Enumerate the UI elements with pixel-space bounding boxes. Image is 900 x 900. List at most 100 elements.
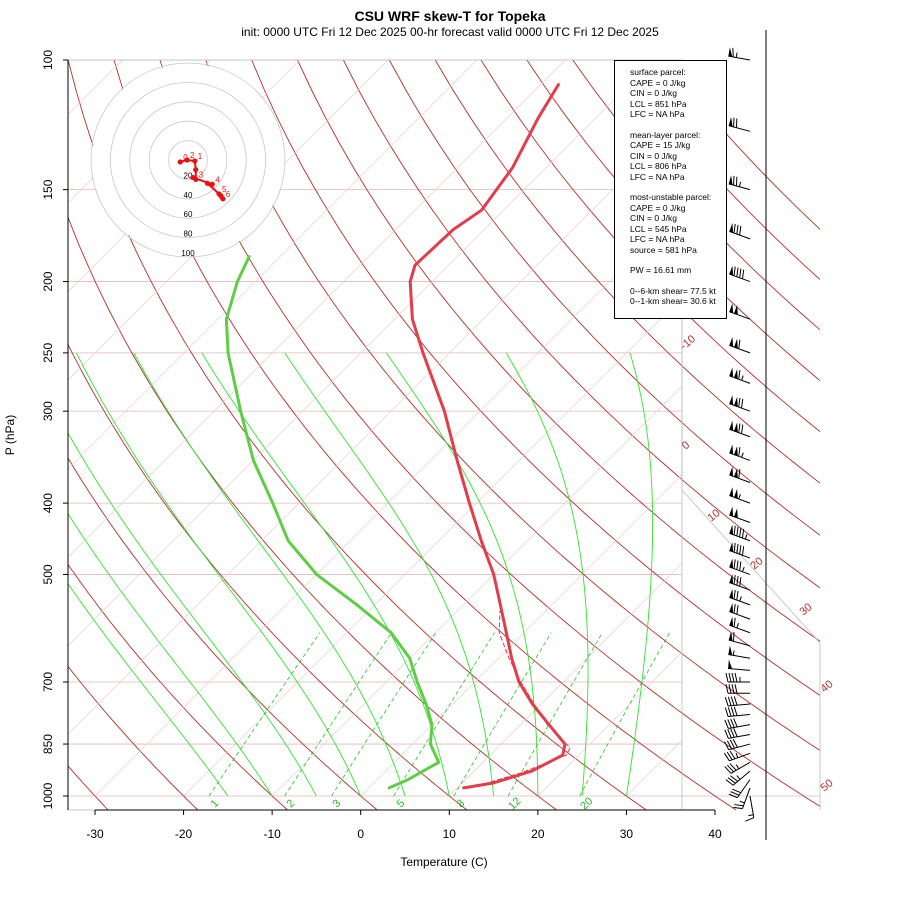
moist-adiabat <box>75 352 362 797</box>
wind-barb-full <box>739 545 742 555</box>
mostunstable-lcl: LCL = 545 hPa <box>630 223 687 234</box>
hodograph-ring <box>148 120 228 200</box>
wind-barb <box>724 706 751 717</box>
wind-barb-flag <box>729 222 734 233</box>
x-tick-label: 30 <box>620 827 634 841</box>
dry-adiabat <box>68 215 558 810</box>
wind-barb-full <box>725 684 729 694</box>
parcel-info-box: surface parcel: CAPE = 0 J/kg CIN = 0 J/… <box>614 60 727 319</box>
dry-adiabat <box>205 60 820 751</box>
wind-barb-half <box>738 494 741 500</box>
hodograph-ring <box>129 101 247 219</box>
wind-barb-full <box>741 424 744 434</box>
hodograph-point-label: 2 <box>190 151 195 160</box>
meanlayer-cin: CIN = 0 J/kg <box>630 150 678 161</box>
wind-barb-full <box>729 763 737 771</box>
y-tick-label: 250 <box>41 343 55 363</box>
mostunstable-source: source = 581 hPa <box>630 244 697 255</box>
hodograph-point-label: 0 <box>183 153 188 162</box>
wind-barb-half <box>748 814 754 817</box>
wind-barb <box>729 542 751 559</box>
wind-barb-full <box>724 729 729 739</box>
wind-barb-flag <box>729 574 734 584</box>
wind-barb-full <box>738 370 741 380</box>
mixing-ratio-line <box>579 632 670 797</box>
wind-barb <box>729 222 751 240</box>
hodograph-ring <box>90 62 286 258</box>
x-axis-title: Temperature (C) <box>400 855 488 869</box>
wind-barb-flag <box>729 466 734 477</box>
wind-barb-half <box>741 375 744 381</box>
wind-barb-half <box>736 623 740 629</box>
dry-adiabat-label: -10 <box>678 333 698 352</box>
wind-barb-full <box>733 266 736 276</box>
wind-barb-full <box>738 397 741 408</box>
wind-barb-flag <box>728 47 733 57</box>
wind-barb-full <box>733 559 736 569</box>
hodograph-point <box>177 159 183 165</box>
wind-barb-full <box>730 775 739 782</box>
moist-adiabat <box>68 512 273 797</box>
x-tick-label: 20 <box>531 827 545 841</box>
wind-barb <box>729 395 751 412</box>
wind-barb-flag <box>728 116 733 127</box>
mixing-ratio-label: 1 <box>208 797 221 810</box>
wind-barb <box>728 631 751 647</box>
wind-barb-staff <box>729 375 751 384</box>
wind-barb-full <box>729 739 735 749</box>
moist-adiabat <box>284 352 495 797</box>
shear-0-1km: 0--1-km shear= 30.6 kt <box>630 296 716 306</box>
wind-barb-staff <box>728 703 751 707</box>
isotherm-line <box>68 60 655 647</box>
wind-barb-full <box>724 719 729 729</box>
precipitable-water: PW = 16.61 mm <box>630 265 692 275</box>
wind-barb-staff <box>749 795 755 818</box>
wind-barb-full <box>739 268 742 278</box>
wind-barb-full <box>727 729 732 739</box>
wind-barb-full <box>725 672 729 683</box>
wind-barb <box>729 420 751 438</box>
y-tick-label: 1000 <box>41 782 55 809</box>
wind-barb <box>728 47 751 61</box>
isotherm-line <box>183 297 682 797</box>
wind-barb-staff <box>729 311 751 320</box>
dewpoint-trace <box>224 255 441 790</box>
wind-barb-full <box>738 469 741 479</box>
wind-barb-flag <box>729 616 734 627</box>
wind-barb-flag <box>728 631 733 642</box>
y-axis-title: P (hPa) <box>3 414 17 456</box>
wind-barb-half <box>732 650 735 656</box>
mixing-ratio-label: 3 <box>330 797 343 810</box>
meanlayer-lcl: LCL = 806 hPa <box>630 161 687 171</box>
y-tick-label: 300 <box>41 401 55 421</box>
wind-barb-flag <box>734 396 738 407</box>
wind-barb-flag <box>729 420 734 431</box>
wind-barb-full <box>733 575 736 585</box>
wind-barb-full <box>732 739 738 748</box>
hodograph-ring <box>168 140 208 180</box>
surface-cape: CAPE = 0 J/kg <box>630 77 686 88</box>
wind-barb <box>728 116 751 132</box>
wind-barb-full <box>733 543 736 553</box>
wind-barb-flag <box>729 487 734 497</box>
wind-barb-flag <box>729 506 734 517</box>
wind-barb-half <box>742 566 745 572</box>
wind-barb <box>729 466 751 483</box>
wind-barb-flag <box>734 468 738 479</box>
wind-barb-full <box>738 423 741 433</box>
dry-adiabat-label: 20 <box>749 555 766 572</box>
wind-barb-full <box>739 527 742 538</box>
wind-barb-staff <box>730 761 751 774</box>
y-tick-label: 700 <box>41 672 55 692</box>
hodograph-point <box>192 158 198 164</box>
wind-barb-full <box>736 267 739 277</box>
wind-barb-full <box>733 604 736 614</box>
wind-barb-full <box>741 528 745 539</box>
wind-barb <box>728 779 751 799</box>
hodograph-ring-label: 20 <box>184 171 193 180</box>
dry-adiabat <box>297 60 820 642</box>
moist-adiabat <box>201 352 450 797</box>
hodograph: 20 40 60 80 100 0 12 3 456 <box>90 62 286 258</box>
wind-barb-full <box>726 740 733 750</box>
